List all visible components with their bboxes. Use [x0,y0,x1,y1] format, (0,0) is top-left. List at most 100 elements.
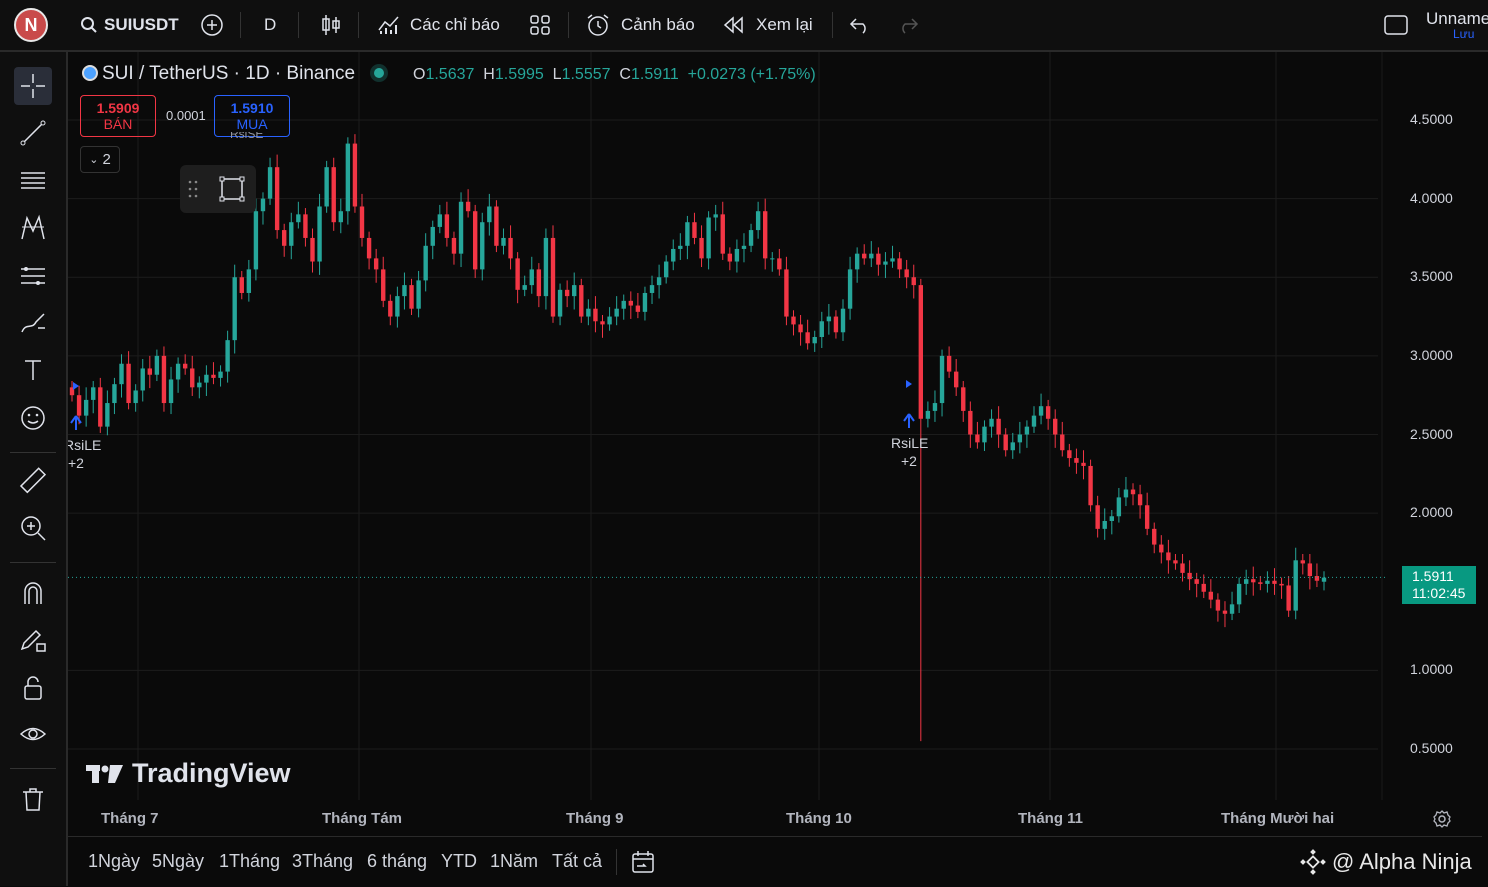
strategy-marker[interactable]: RsiSE [230,132,263,142]
lock-drawing-button[interactable] [14,621,52,659]
candle [402,272,407,310]
zoom-tool-button[interactable] [14,509,52,547]
candle-body [628,300,633,306]
candle-body [826,316,832,322]
candle [692,212,697,245]
compare-symbol-button[interactable] [200,0,224,50]
layout-name-button[interactable]: Unname Lưu [1426,9,1488,41]
candle [253,198,259,281]
marker-label: RsiSE [230,132,264,141]
horizontal-lines-icon [21,172,45,189]
strategy-marker[interactable]: RsiLE +2 [891,434,928,470]
range-5d-button[interactable]: 5Ngày [152,851,205,871]
range-3m-button[interactable]: 3Tháng [292,851,354,871]
candle-body [267,167,273,199]
candle-body [105,403,110,427]
candle [1307,554,1313,590]
candle-body [465,201,471,212]
drag-handle-icon[interactable] [188,179,198,199]
hide-drawings-button[interactable] [14,716,52,754]
pattern-tool-button[interactable] [14,209,52,247]
interval-button[interactable]: D [264,0,276,50]
candle [536,263,542,308]
range-1d-button[interactable]: 1Ngày [88,851,141,871]
crosshair-icon [21,74,45,98]
indicators-button[interactable]: Các chỉ báo [376,0,500,50]
candle [932,390,938,422]
candle [515,252,520,304]
candle [755,201,761,239]
sell-button[interactable]: 1.5909 BÁN [80,95,156,137]
candle-body [557,289,563,317]
candle [635,292,641,319]
range-ytd-button[interactable]: YTD [441,851,477,871]
candle-body [550,237,556,317]
price-axis-label: 0.5000 [1410,740,1453,756]
candle [1081,450,1086,480]
candle-body [932,403,938,411]
candle [720,201,725,260]
candle [267,157,273,205]
time-label: Tháng Mười hai [1221,810,1335,827]
range-all-button[interactable]: Tất cả [552,851,603,871]
lock-all-button[interactable] [14,669,52,707]
undo-button[interactable] [848,0,872,50]
range-1m-button[interactable]: 1Tháng [219,851,281,871]
indicators-collapse-button[interactable]: ⌄ 2 [80,146,120,173]
brush-tool-button[interactable] [14,304,52,342]
chart-type-button[interactable] [318,0,344,50]
candle-body [763,211,768,259]
range-6m-button[interactable]: 6 tháng [367,851,428,871]
text-tool-button[interactable] [14,351,52,389]
spread-value: 0.0001 [166,108,206,123]
symbol-search-button[interactable]: SUIUSDT [80,0,179,50]
candle-body [1272,580,1277,584]
chart-pane[interactable]: SUI / TetherUS · 1D · Binance O1.5637 H1… [68,52,1482,886]
crosshair-tool-button[interactable] [14,67,52,105]
templates-button[interactable] [528,0,552,50]
buy-price: 1.5910 [230,100,274,116]
price-axis-label: 4.0000 [1410,189,1453,206]
candle-body [1152,528,1157,545]
replay-button[interactable]: Xem lại [722,0,813,50]
candle-body [310,237,315,262]
candle [133,384,138,412]
range-1y-button[interactable]: 1Năm [490,851,539,871]
alerts-button[interactable]: Cảnh báo [585,0,695,50]
rectangle-select-icon[interactable] [218,175,246,203]
candle [522,275,527,297]
candle-body [388,300,393,317]
magnet-tool-button[interactable] [14,574,52,612]
fib-tool-button[interactable] [14,162,52,200]
goto-date-calendar-icon[interactable] [630,849,656,875]
candle [105,390,110,436]
candle [911,264,916,299]
user-avatar[interactable]: N [14,8,48,42]
candle [869,241,874,268]
buy-button[interactable]: 1.5910 MUA [214,95,290,137]
symbol-legend[interactable]: SUI / TetherUS · 1D · Binance [82,63,385,85]
redo-button[interactable] [896,0,920,50]
strategy-marker[interactable]: RsiLE +2 [68,436,101,472]
candle-body [607,316,612,325]
candle [1251,566,1256,596]
candle [1152,522,1157,554]
emoji-tool-button[interactable] [14,399,52,437]
candle-body [1300,560,1305,564]
measure-tool-button[interactable] [14,462,52,500]
remove-drawings-button[interactable] [14,780,52,818]
forecast-tool-button[interactable] [14,257,52,295]
candle-body [1123,489,1129,498]
candle-body [508,237,513,259]
candle-body [734,248,740,262]
date-range-bar: 1Ngày 5Ngày 1Tháng 3Tháng 6 tháng YTD 1N… [68,836,1482,887]
trend-line-tool-button[interactable] [14,114,52,152]
candle-body [296,214,301,223]
time-axis[interactable]: Tháng 7 Tháng Tám Tháng 9 Tháng 10 Tháng… [68,800,1482,836]
price-chart[interactable] [68,52,1482,800]
candle [770,252,775,272]
settings-gear-icon[interactable] [1432,809,1452,829]
candle [310,228,315,273]
candle-body [543,237,549,297]
layout-select-checkbox[interactable] [1383,0,1409,50]
